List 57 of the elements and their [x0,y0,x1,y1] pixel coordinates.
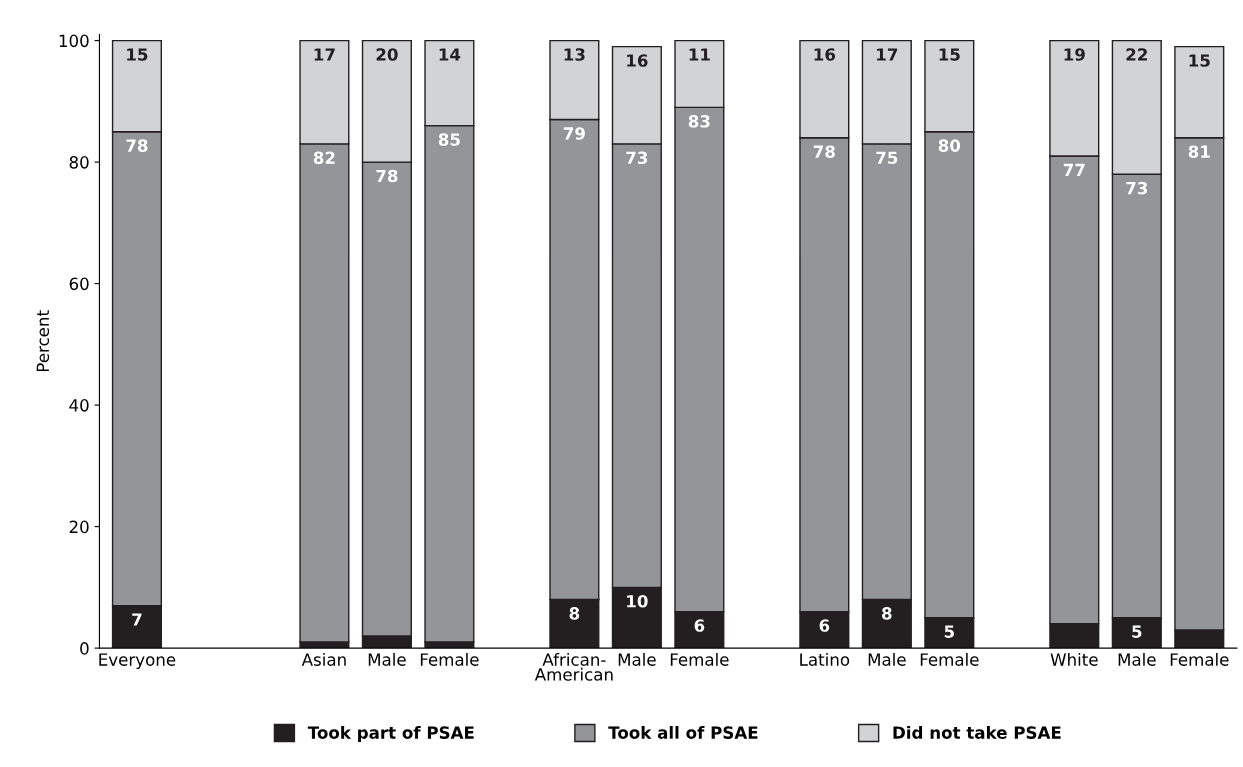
data-label: 16 [814,48,836,61]
data-label: 22 [1126,48,1147,61]
data-label: 17 [314,48,335,61]
data-label: 85 [438,133,460,146]
y-tick-label: 0 [80,642,89,655]
data-label: 75 [876,151,898,165]
data-label: 78 [813,145,835,158]
legend-label: Did not take PSAE [893,725,1061,739]
data-label: 19 [1064,48,1085,61]
legend-label: Took all of PSAE [608,725,758,739]
data-label: 14 [439,48,461,61]
data-label: 10 [627,594,648,608]
data-label: 77 [1063,163,1085,176]
data-label: 80 [938,139,961,152]
x-tick-label: Female [670,652,729,666]
data-label: 15 [127,48,148,61]
data-label: 73 [626,151,648,165]
x-tick-label: Female [1170,652,1229,666]
y-tick-label: 40 [69,399,89,412]
data-label: 7 [132,613,142,626]
data-label: 17 [877,48,898,61]
data-label: 8 [569,607,580,620]
y-tick-label: 20 [69,520,89,534]
x-tick-label: Male [618,652,656,666]
data-label: 15 [1189,54,1210,67]
data-label: 73 [1126,181,1148,195]
x-tick-label: White [1050,652,1098,666]
y-axis-title: Percent [36,310,50,372]
data-label: 20 [376,48,398,61]
x-tick-label: Asian [301,652,346,666]
data-label: 5 [1132,625,1142,638]
data-label: 5 [944,625,954,638]
data-label: 81 [1188,145,1210,158]
x-tick-label: Male [1118,652,1156,666]
x-tick-label: Male [868,652,906,666]
data-label: 6 [694,619,705,632]
data-label: 6 [819,619,830,632]
data-label: 11 [689,48,710,61]
data-label: 15 [939,48,960,61]
x-tick-label: Latino [800,652,850,666]
data-label: 79 [563,127,585,140]
y-tick-label: 100 [59,34,89,48]
x-tick-label: Everyone [99,653,176,670]
y-tick-label: 60 [69,277,89,291]
data-label: 78 [376,169,398,183]
data-label: 83 [688,115,710,128]
data-label: 13 [564,48,585,61]
data-label: 8 [882,607,892,620]
data-label: 82 [313,151,335,165]
data-label: 78 [126,139,148,152]
data-label: 16 [627,54,648,67]
y-tick-label: 80 [69,156,89,169]
x-tick-label: Female [420,652,479,666]
x-tick-label: African- American [534,652,613,681]
x-tick-label: Male [368,652,406,666]
x-tick-label: Female [920,652,979,666]
legend-label: Took part of PSAE [307,725,474,743]
